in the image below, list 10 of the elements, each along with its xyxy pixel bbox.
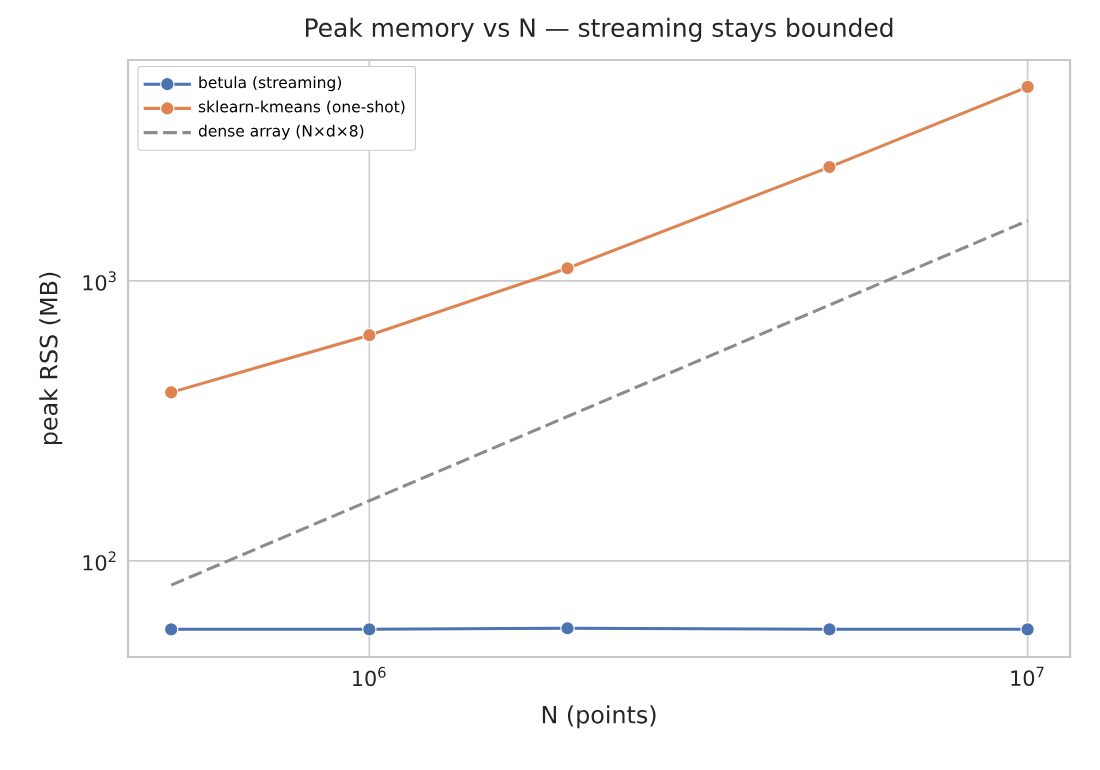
legend-label: sklearn-kmeans (one-shot) <box>198 100 405 115</box>
legend-label: betula (streaming) <box>199 76 342 92</box>
x-tick-label: 10$^{6}$ <box>353 666 386 687</box>
x-axis-title: N (points) <box>542 705 656 729</box>
y-tick-label: 10$^{2}$ <box>83 551 116 571</box>
x-tick-label: 10$^{7}$ <box>1011 666 1044 687</box>
y-tick-label: 10$^{3}$ <box>83 271 116 291</box>
y-axis-title: peak RSS (MB) <box>39 272 63 445</box>
chart-title: Peak memory vs N — streaming stays bounded <box>306 17 893 42</box>
legend-label: dense array (N×d×8) <box>198 124 364 140</box>
